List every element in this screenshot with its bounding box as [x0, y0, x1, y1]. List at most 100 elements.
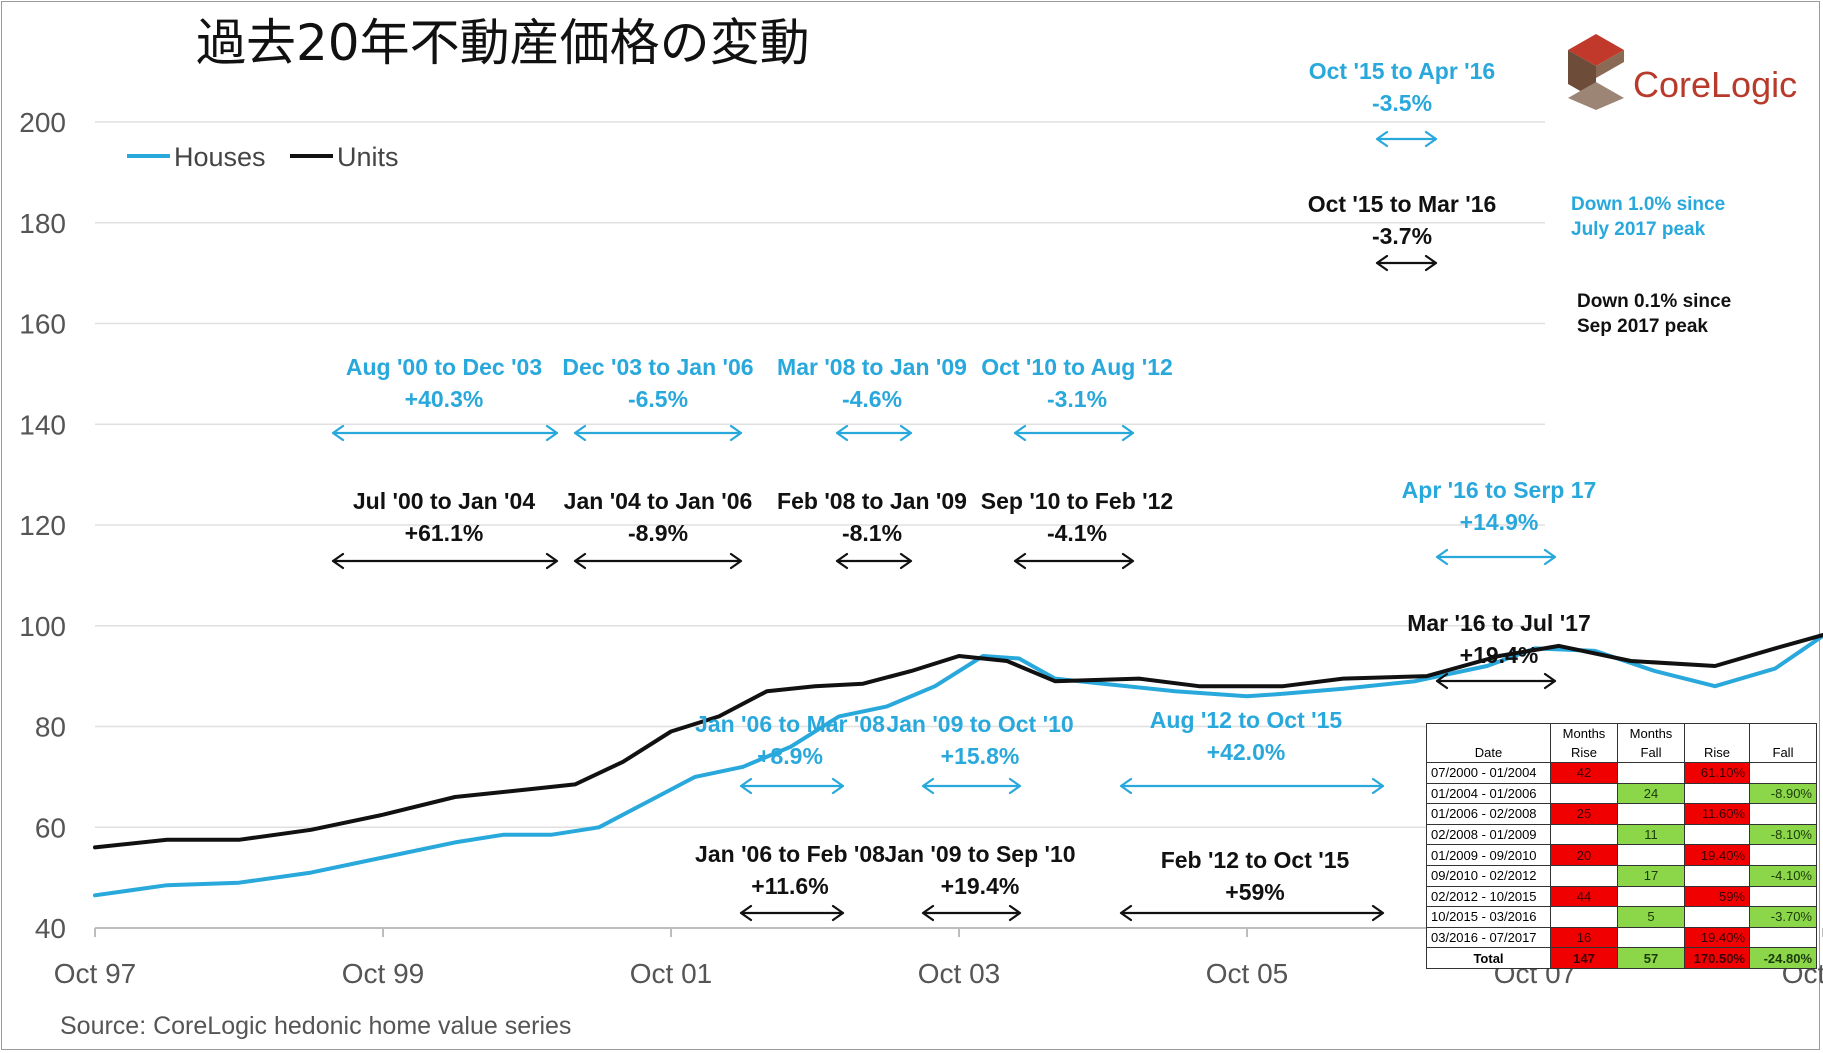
- cell-fall: [1749, 762, 1817, 784]
- annotation-units: Jan '09 to Sep '10 +19.4%: [884, 841, 1076, 922]
- double-arrow-icon: [1013, 424, 1135, 442]
- cell-rise: 59%: [1684, 885, 1750, 908]
- series-lines: [93, 632, 1823, 898]
- annotation-change: +42.0%: [1207, 739, 1286, 765]
- peak-notes: Down 1.0% since July 2017 peak Down 0.1%…: [1571, 194, 1731, 337]
- double-arrow-icon: [1119, 904, 1385, 922]
- x-tick-label: Oct 99: [342, 958, 424, 989]
- cell-fall: [1749, 844, 1817, 866]
- annotation-period: Mar '16 to Jul '17: [1407, 610, 1591, 636]
- cell-months-fall: 24: [1617, 782, 1685, 805]
- header-fall: Fall: [1749, 723, 1817, 763]
- cell-fall: -3.70%: [1749, 906, 1817, 928]
- cell-date: 01/2009 - 09/2010: [1426, 844, 1551, 866]
- logo-wordmark: CoreLogic: [1633, 64, 1797, 105]
- annotation-change: -6.5%: [628, 386, 688, 412]
- cell-rise: 19.40%: [1684, 926, 1750, 949]
- chart-grid: [95, 121, 1545, 929]
- legend-label-units: Units: [337, 142, 399, 172]
- annotation-houses: Jan '06 to Mar '08 +8.9%: [695, 711, 885, 795]
- annotation-period: Sep '10 to Feb '12: [981, 488, 1173, 514]
- annotation-period: Aug '12 to Oct '15: [1150, 707, 1343, 733]
- cell-rise: 61.10%: [1684, 762, 1750, 784]
- double-arrow-icon: [835, 424, 913, 442]
- annotation-period: Jan '06 to Mar '08: [695, 711, 885, 737]
- cell-months-fall: 17: [1617, 864, 1685, 887]
- annotation-period: Jul '00 to Jan '04: [353, 488, 535, 514]
- cell-months-fall: [1617, 803, 1685, 825]
- annotation-houses: Aug '00 to Dec '03 +40.3%: [331, 354, 559, 442]
- annotation-change: +8.9%: [757, 743, 823, 769]
- y-tick-label: 60: [35, 812, 66, 843]
- cell-months-rise: [1550, 906, 1618, 928]
- annotation-change: -4.6%: [842, 386, 902, 412]
- x-axis-ticks: Oct 97 Oct 99 Oct 01 Oct 03 Oct 05 Oct 07 Oct …: [54, 928, 1823, 989]
- header-date: Date: [1426, 723, 1551, 763]
- y-tick-label: 180: [19, 208, 66, 239]
- annotation-units: Sep '10 to Feb '12 -4.1%: [981, 488, 1173, 570]
- annotation-units: Jan '06 to Feb '08 +11.6%: [695, 841, 885, 922]
- cell-total-fall: -24.80%: [1749, 947, 1817, 969]
- table-row: 03/2016 - 07/2017 16 19.40%: [1426, 926, 1817, 949]
- annotation-period: Oct '15 to Mar '16: [1308, 191, 1497, 217]
- cell-rise: [1684, 906, 1750, 928]
- cell-months-rise: 42: [1550, 762, 1618, 784]
- annotation-units: Oct '15 to Mar '16 -3.7%: [1308, 191, 1497, 272]
- corelogic-logo: CoreLogic: [1568, 34, 1797, 110]
- cell-date: 02/2008 - 01/2009: [1426, 823, 1551, 846]
- double-arrow-icon: [921, 904, 1022, 922]
- annotation-houses: Mar '08 to Jan '09 -4.6%: [777, 354, 967, 442]
- annotation-houses: Jan '09 to Oct '10 +15.8%: [886, 711, 1074, 795]
- table-row: 07/2000 - 01/2004 42 61.10%: [1426, 762, 1817, 784]
- cell-fall: -4.10%: [1749, 864, 1817, 887]
- double-arrow-icon: [1435, 548, 1557, 566]
- annotation-change: -3.7%: [1372, 223, 1432, 249]
- annotation-change: -8.1%: [842, 520, 902, 546]
- x-tick-label: Oct 01: [630, 958, 712, 989]
- double-arrow-icon: [573, 552, 743, 570]
- annotation-houses: Aug '12 to Oct '15 +42.0%: [1119, 707, 1385, 795]
- annotation-units: Jan '04 to Jan '06 -8.9%: [564, 488, 753, 570]
- cell-date: 02/2012 - 10/2015: [1426, 885, 1551, 908]
- table-row: 01/2004 - 01/2006 24 -8.90%: [1426, 782, 1817, 805]
- annotation-period: Jan '09 to Oct '10: [886, 711, 1073, 737]
- legend-label-houses: Houses: [174, 142, 266, 172]
- annotation-units: Jul '00 to Jan '04 +61.1%: [331, 488, 559, 570]
- cell-months-fall: 5: [1617, 906, 1685, 928]
- source-note: Source: CoreLogic hedonic home value ser…: [60, 1012, 571, 1040]
- cell-fall: -8.90%: [1749, 782, 1817, 805]
- annotation-period: Jan '04 to Jan '06: [564, 488, 753, 514]
- annotation-period: Apr '16 to Serp 17: [1402, 477, 1597, 503]
- cell-fall: [1749, 926, 1817, 949]
- series-line-units: [93, 632, 1823, 850]
- double-arrow-icon: [835, 552, 913, 570]
- header-rise: Rise: [1684, 723, 1750, 763]
- table-row: 02/2012 - 10/2015 44 59%: [1426, 885, 1817, 908]
- annotation-period: Jan '09 to Sep '10: [884, 841, 1075, 867]
- y-tick-label: 80: [35, 712, 66, 743]
- annotation-change: +40.3%: [405, 386, 484, 412]
- houses-peak-note-line2: July 2017 peak: [1571, 219, 1706, 240]
- annotation-period: Dec '03 to Jan '06: [562, 354, 753, 380]
- cell-total-months-rise: 147: [1550, 947, 1618, 969]
- cell-months-rise: 25: [1550, 803, 1618, 825]
- cell-rise: 19.40%: [1684, 844, 1750, 866]
- table-total-row: Total 147 57 170.50% -24.80%: [1426, 947, 1817, 969]
- cell-months-rise: 44: [1550, 885, 1618, 908]
- cell-total-rise: 170.50%: [1684, 947, 1750, 969]
- double-arrow-icon: [1013, 552, 1135, 570]
- y-tick-label: 120: [19, 510, 66, 541]
- annotation-change: +15.8%: [941, 743, 1020, 769]
- page-title: 過去20年不動産価格の変動: [196, 14, 810, 72]
- double-arrow-icon: [739, 777, 845, 795]
- annotation-change: -8.9%: [628, 520, 688, 546]
- double-arrow-icon: [921, 777, 1022, 795]
- cell-date: 07/2000 - 01/2004: [1426, 762, 1551, 784]
- cell-rise: [1684, 782, 1750, 805]
- table-row: 09/2010 - 02/2012 17 -4.10%: [1426, 864, 1817, 887]
- annotation-change: +11.6%: [751, 873, 828, 899]
- annotation-units: Mar '16 to Jul '17 +19.4%: [1407, 610, 1591, 690]
- y-tick-label: 140: [19, 409, 66, 440]
- corelogic-logo-icon: [1568, 34, 1624, 110]
